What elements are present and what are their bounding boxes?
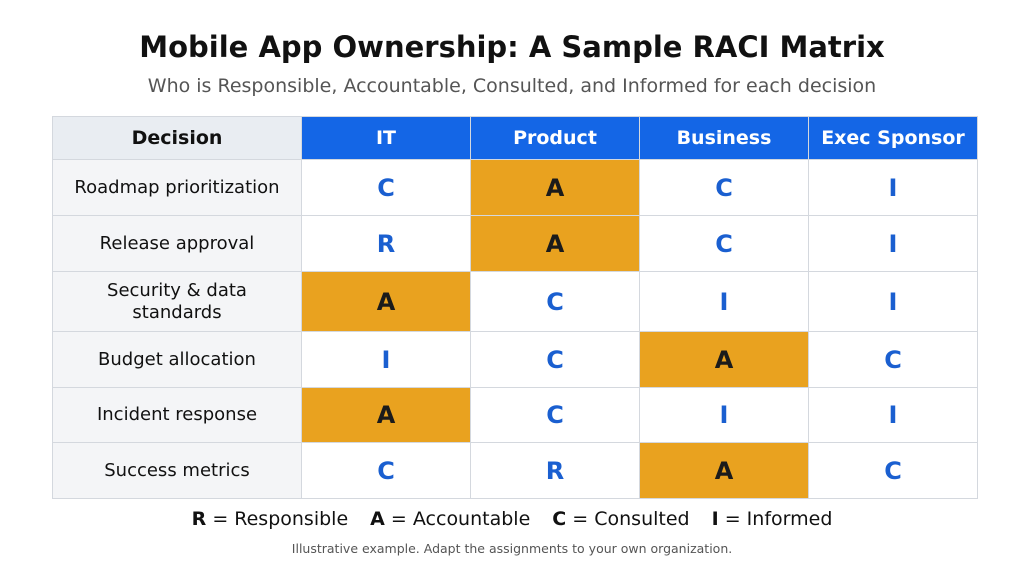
- legend-item: I = Informed: [712, 508, 833, 530]
- legend-item: R = Responsible: [192, 508, 349, 530]
- raci-cell: C: [808, 442, 978, 499]
- raci-cell: C: [808, 331, 978, 388]
- raci-cell: A: [470, 215, 640, 272]
- legend-item: A = Accountable: [370, 508, 530, 530]
- row-label: Budget allocation: [52, 331, 302, 388]
- raci-cell: C: [470, 387, 640, 443]
- row-label: Success metrics: [52, 442, 302, 499]
- subtitle: Who is Responsible, Accountable, Consult…: [147, 75, 877, 97]
- column-header: Business: [639, 116, 809, 160]
- raci-cell: C: [470, 331, 640, 388]
- raci-cell: A: [470, 159, 640, 216]
- raci-cell: C: [470, 271, 640, 332]
- raci-cell: C: [301, 159, 471, 216]
- raci-cell: R: [470, 442, 640, 499]
- column-header: IT: [301, 116, 471, 160]
- row-label: Incident response: [52, 387, 302, 443]
- raci-cell: I: [808, 387, 978, 443]
- raci-cell: C: [639, 159, 809, 216]
- raci-cell: I: [808, 271, 978, 332]
- legend: R = Responsible A = Accountable C = Consul…: [0, 508, 1024, 530]
- raci-cell: C: [301, 442, 471, 499]
- column-header: Exec Sponsor: [808, 116, 978, 160]
- footnote: Illustrative example. Adapt the assignme…: [291, 541, 733, 556]
- raci-cell: A: [639, 442, 809, 499]
- legend-label: = Accountable: [390, 508, 531, 530]
- table-row: Success metrics C R A C: [52, 442, 978, 499]
- table-row: Budget allocation I C A C: [52, 331, 978, 388]
- raci-cell: I: [808, 159, 978, 216]
- legend-label: = Informed: [724, 508, 833, 530]
- raci-cell: I: [639, 271, 809, 332]
- raci-cell: R: [301, 215, 471, 272]
- legend-label: = Consulted: [572, 508, 690, 530]
- header-row: Decision IT Product Business Exec Sponsor: [52, 116, 978, 160]
- row-label: Release approval: [52, 215, 302, 272]
- legend-key: C: [552, 508, 567, 530]
- title: Mobile App Ownership: A Sample RACI Matr…: [139, 30, 885, 64]
- raci-cell: A: [639, 331, 809, 388]
- raci-cell: C: [639, 215, 809, 272]
- legend-key: R: [191, 508, 207, 530]
- legend-item: C = Consulted: [552, 508, 689, 530]
- column-header: Product: [470, 116, 640, 160]
- raci-table: Decision IT Product Business Exec Sponsor Roa…: [52, 116, 978, 499]
- raci-cell: A: [301, 387, 471, 443]
- row-label: Security & data standards: [52, 271, 302, 332]
- table-row: Incident response A C I I: [52, 387, 978, 443]
- legend-key: I: [711, 508, 719, 530]
- raci-cell: I: [639, 387, 809, 443]
- legend-key: A: [370, 508, 385, 530]
- column-header: Decision: [52, 116, 302, 160]
- table-row: Release approval R A C I: [52, 215, 978, 272]
- raci-cell: I: [808, 215, 978, 272]
- raci-cell: I: [301, 331, 471, 388]
- legend-label: = Responsible: [212, 508, 349, 530]
- table-row: Security & data standards A C I I: [52, 271, 978, 332]
- row-label: Roadmap prioritization: [52, 159, 302, 216]
- raci-cell: A: [301, 271, 471, 332]
- table-row: Roadmap prioritization C A C I: [52, 159, 978, 216]
